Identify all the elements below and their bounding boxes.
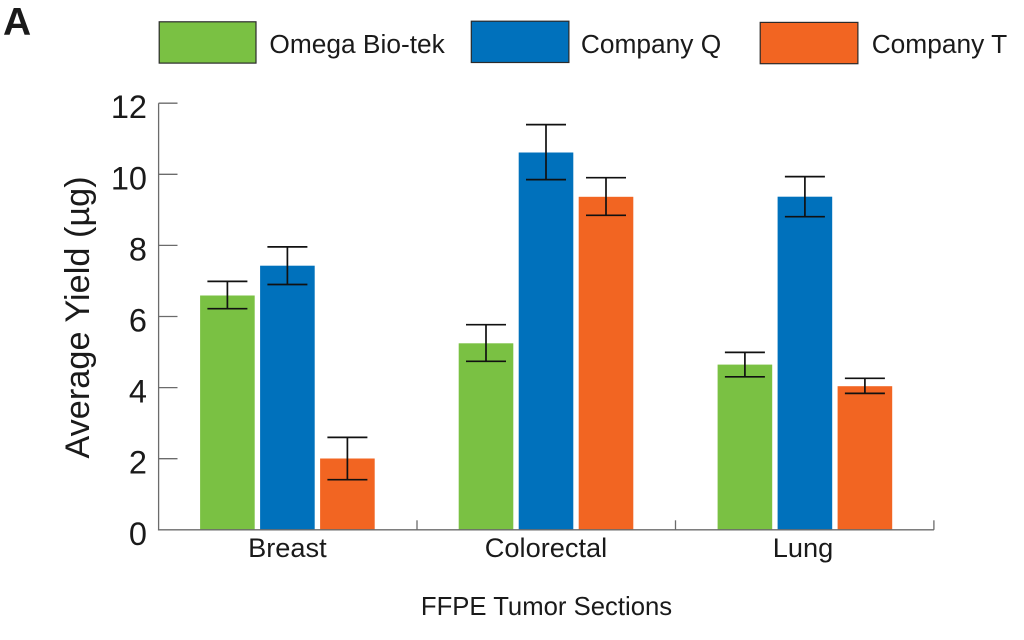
- svg-text:Company T: Company T: [872, 29, 1007, 59]
- svg-text:12: 12: [111, 89, 147, 125]
- svg-text:0: 0: [129, 516, 147, 552]
- svg-text:FFPE Tumor Sections: FFPE Tumor Sections: [421, 593, 672, 621]
- svg-text:Colorectal: Colorectal: [485, 532, 607, 563]
- svg-text:Lung: Lung: [773, 532, 833, 563]
- svg-text:2: 2: [129, 445, 147, 481]
- svg-text:Company Q: Company Q: [581, 29, 721, 59]
- svg-text:A: A: [3, 1, 31, 44]
- svg-text:6: 6: [129, 303, 147, 339]
- svg-text:8: 8: [129, 231, 147, 267]
- svg-text:Omega Bio-tek: Omega Bio-tek: [269, 29, 445, 59]
- svg-text:10: 10: [111, 160, 147, 196]
- svg-text:Breast: Breast: [248, 532, 327, 563]
- svg-text:Average Yield (µg): Average Yield (µg): [59, 176, 97, 458]
- svg-text:4: 4: [129, 374, 147, 410]
